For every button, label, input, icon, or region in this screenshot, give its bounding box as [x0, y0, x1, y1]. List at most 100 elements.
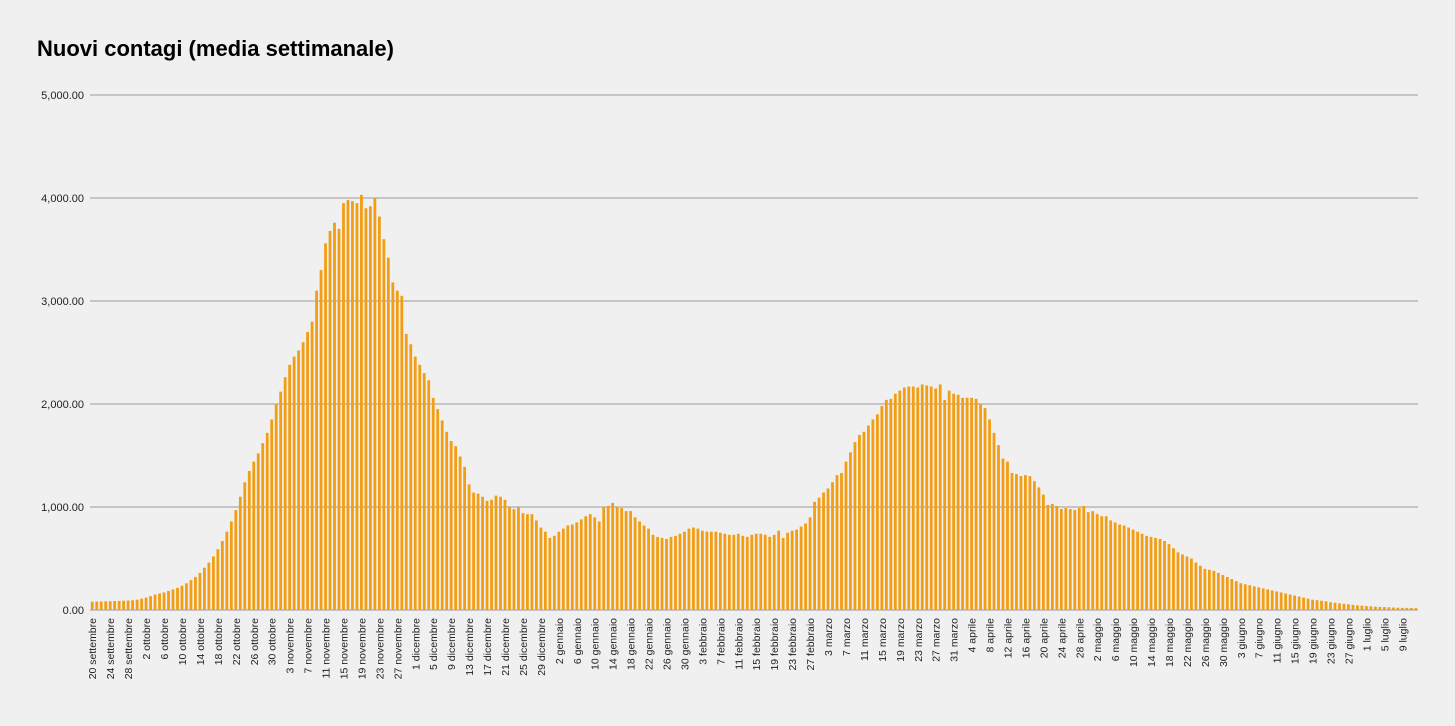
- bar: [795, 529, 799, 610]
- bar: [526, 514, 529, 610]
- bar: [1055, 505, 1059, 610]
- bar: [920, 384, 924, 610]
- x-tick-label: 17 dicembre: [482, 618, 494, 676]
- x-tick-label: 26 maggio: [1200, 618, 1212, 667]
- bar: [898, 390, 902, 610]
- bar: [153, 594, 157, 610]
- bar: [1284, 593, 1288, 610]
- bar: [297, 350, 301, 610]
- bar: [494, 495, 498, 610]
- bar: [1015, 474, 1018, 610]
- bar: [611, 502, 615, 610]
- bar: [346, 200, 350, 610]
- x-tick-label: 22 maggio: [1182, 618, 1194, 667]
- x-tick-label: 5 luglio: [1379, 618, 1391, 651]
- bar: [1270, 590, 1274, 610]
- x-tick-label: 15 marzo: [877, 618, 889, 662]
- x-tick-label: 22 gennaio: [644, 618, 656, 670]
- x-tick-label: 11 giugno: [1272, 618, 1284, 664]
- y-tick-label: 5,000.00: [41, 90, 84, 102]
- bar: [521, 513, 525, 610]
- bar: [1059, 509, 1063, 610]
- bar: [220, 540, 224, 610]
- bar: [400, 295, 404, 610]
- bar: [575, 522, 579, 610]
- bar: [189, 580, 193, 610]
- bar: [1203, 568, 1207, 610]
- bar: [853, 442, 857, 610]
- bar: [884, 399, 888, 610]
- bar: [445, 431, 449, 610]
- bar: [566, 525, 570, 610]
- x-tick-label: 27 novembre: [392, 618, 404, 679]
- y-tick-label: 3,000.00: [41, 296, 84, 308]
- x-tick-label: 7 novembre: [303, 618, 315, 674]
- bar: [1154, 537, 1157, 610]
- bar: [1266, 589, 1270, 610]
- bar: [144, 597, 148, 610]
- bar: [1311, 599, 1314, 610]
- bar: [696, 528, 700, 610]
- bars: [90, 194, 1418, 611]
- bar: [1279, 592, 1283, 610]
- bar: [391, 282, 395, 610]
- bar: [140, 598, 143, 610]
- bar: [431, 397, 435, 610]
- bar: [970, 397, 973, 610]
- x-tick-label: 4 aprile: [967, 618, 979, 653]
- x-tick-label: 20 aprile: [1038, 618, 1050, 658]
- x-tick-label: 9 dicembre: [446, 618, 458, 670]
- bar: [893, 393, 897, 610]
- bar: [633, 517, 637, 610]
- bar: [485, 500, 489, 610]
- bar: [1297, 596, 1301, 610]
- bar: [1050, 503, 1054, 610]
- bar: [382, 239, 386, 610]
- bar: [1109, 520, 1113, 610]
- bar: [736, 533, 740, 610]
- bar: [234, 510, 238, 610]
- x-tick-label: 2 gennaio: [554, 618, 566, 664]
- bar: [1356, 605, 1359, 610]
- bar: [1086, 512, 1090, 610]
- x-tick-label: 12 aprile: [1002, 618, 1014, 658]
- bar: [1347, 604, 1350, 610]
- bar: [1239, 583, 1243, 610]
- bar: [660, 537, 664, 610]
- x-tick-label: 9 luglio: [1397, 618, 1409, 651]
- bar: [835, 475, 839, 610]
- x-axis-ticks: 20 settembre 24 settembre 28 settembre 2 ot…: [87, 618, 1409, 679]
- x-tick-label: 11 febbraio: [733, 618, 745, 670]
- bar: [1024, 475, 1027, 610]
- bar: [1288, 594, 1292, 610]
- bar: [1387, 607, 1391, 610]
- bar: [956, 394, 960, 610]
- bar: [288, 364, 292, 610]
- bar: [324, 243, 327, 610]
- x-tick-label: 19 marzo: [895, 618, 907, 662]
- bar: [355, 203, 359, 610]
- bar: [709, 531, 713, 610]
- bar: [319, 270, 323, 610]
- bar: [377, 216, 381, 611]
- bar: [458, 456, 462, 610]
- bar: [167, 590, 170, 610]
- bar: [745, 536, 749, 610]
- x-tick-label: 26 ottobre: [249, 618, 261, 665]
- bar: [1122, 525, 1126, 610]
- bar: [701, 530, 704, 610]
- x-tick-label: 1 dicembre: [410, 618, 422, 670]
- bar: [1212, 570, 1216, 610]
- bar: [997, 445, 1000, 610]
- bar: [535, 520, 538, 610]
- bar: [158, 593, 161, 610]
- bar: [678, 533, 682, 610]
- bar: [1064, 508, 1068, 610]
- bar: [126, 600, 130, 610]
- bar: [530, 514, 534, 610]
- y-tick-label: 0.00: [63, 605, 84, 617]
- x-tick-label: 22 ottobre: [231, 618, 243, 665]
- bar: [983, 408, 987, 610]
- bar: [1400, 607, 1404, 610]
